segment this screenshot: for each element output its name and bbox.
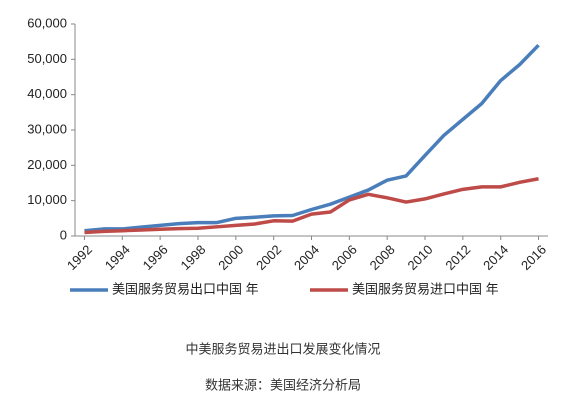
x-tick-label: 2002	[253, 242, 284, 273]
x-tick-label: 2006	[329, 242, 360, 273]
series-line	[84, 43, 540, 233]
x-tick-label: 2014	[480, 242, 511, 273]
x-tick-label: 1992	[64, 242, 95, 273]
x-tick-label: 1994	[102, 242, 133, 273]
x-tick-label: 1998	[177, 242, 208, 273]
x-tick-label: 2000	[215, 242, 246, 273]
y-tick-label: 40,000	[27, 86, 67, 101]
legend-label: 美国服务贸易进口中国 年	[352, 281, 499, 296]
y-tick-label: 30,000	[27, 121, 67, 136]
series-line	[84, 177, 539, 235]
x-tick-label: 2016	[518, 242, 549, 273]
y-tick-label: 60,000	[27, 15, 67, 30]
x-tick-label: 1996	[140, 242, 171, 273]
y-tick-label: 20,000	[27, 157, 67, 172]
x-tick-label: 2012	[442, 242, 473, 273]
y-tick-label: 10,000	[27, 192, 67, 207]
y-tick-label: 0	[60, 227, 67, 242]
x-tick-label: 2010	[405, 242, 436, 273]
legend-label: 美国服务贸易出口中国 年	[112, 281, 259, 296]
caption: 中美服务贸易进出口发展变化情况	[185, 341, 380, 356]
y-tick-label: 50,000	[27, 51, 67, 66]
source: 数据来源：美国经济分析局	[205, 377, 361, 392]
x-tick-label: 2008	[367, 242, 398, 273]
x-tick-label: 2004	[291, 242, 322, 273]
